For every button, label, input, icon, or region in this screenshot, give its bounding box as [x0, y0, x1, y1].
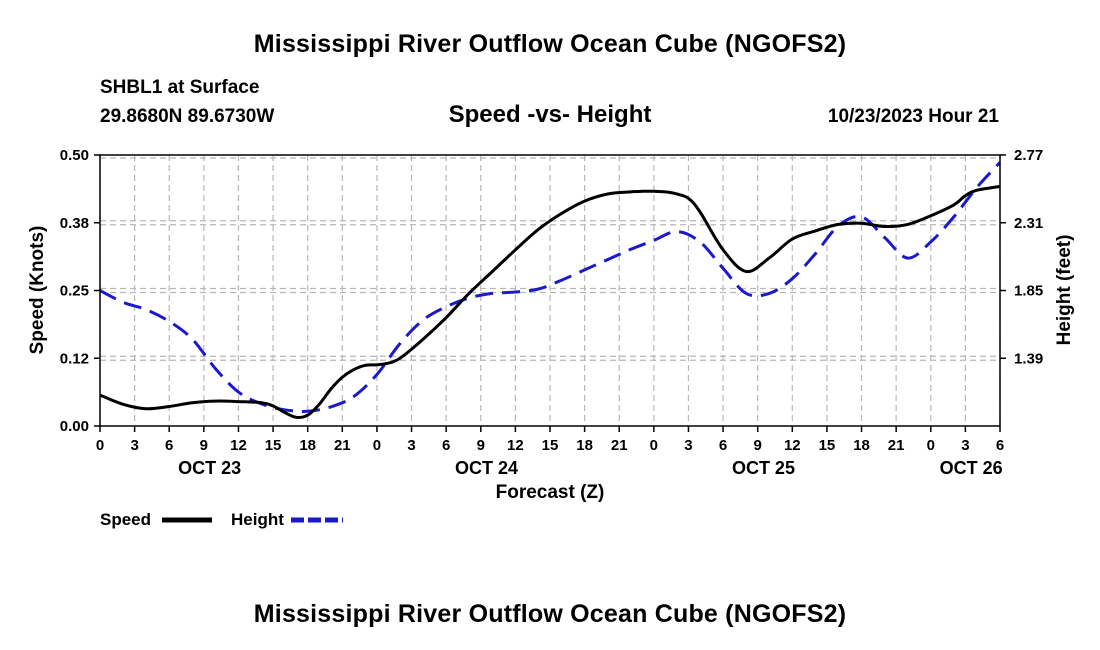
left-y-tick-label: 0.38	[60, 215, 89, 232]
x-tick-label: 3	[684, 437, 692, 454]
date-label: OCT 23	[178, 458, 241, 478]
chart-subtitle: Speed -vs- Height	[448, 101, 652, 128]
x-tick-label: 12	[507, 437, 524, 454]
date-label: OCT 25	[732, 458, 795, 478]
x-tick-label: 9	[200, 437, 208, 454]
x-tick-label: 21	[334, 437, 351, 454]
x-tick-label: 21	[611, 437, 628, 454]
x-tick-label: 3	[407, 437, 415, 454]
left-y-tick-label: 0.12	[60, 350, 89, 367]
gridlines	[99, 155, 1001, 426]
x-tick-label: 21	[888, 437, 905, 454]
x-tick-label: 6	[996, 437, 1004, 454]
x-tick-label: 15	[819, 437, 836, 454]
right-y-tick-label: 1.85	[1014, 283, 1043, 300]
footer-title: Mississippi River Outflow Ocean Cube (NG…	[253, 600, 847, 628]
x-tick-label: 6	[719, 437, 727, 454]
x-axis-title: Forecast (Z)	[495, 482, 605, 503]
left-y-tick-label: 0.25	[60, 283, 89, 300]
right-y-tick-label: 2.77	[1014, 147, 1043, 164]
x-tick-label: 3	[961, 437, 969, 454]
x-tick-label: 9	[754, 437, 762, 454]
forecast-timestamp: 10/23/2023 Hour 21	[827, 106, 999, 127]
chart-main-title: Mississippi River Outflow Ocean Cube (NG…	[253, 30, 847, 58]
x-tick-label: 12	[230, 437, 247, 454]
date-label: OCT 26	[940, 458, 1003, 478]
legend-height-label: Height	[231, 510, 284, 529]
x-tick-label: 18	[576, 437, 593, 454]
left-y-tick-label: 0.00	[60, 418, 89, 435]
x-tick-label: 0	[96, 437, 104, 454]
x-tick-label: 3	[130, 437, 138, 454]
x-tick-label: 15	[542, 437, 559, 454]
axis-labels: 0 3 6 9 12 15 18 21 0 3 6 9 12 15 18 21 0 3 6 9 12 15 18 21 0 3 6O…	[60, 147, 1043, 478]
station-coordinates: 29.8680N 89.6730W	[100, 106, 275, 127]
x-tick-label: 6	[165, 437, 173, 454]
legend-speed-label: Speed	[100, 510, 152, 529]
x-tick-label: 0	[650, 437, 658, 454]
x-tick-label: 9	[477, 437, 485, 454]
speed-series-line	[99, 184, 1001, 419]
height-series-line	[99, 161, 1002, 413]
x-tick-label: 15	[265, 437, 282, 454]
series-lines	[99, 161, 1002, 419]
date-label: OCT 24	[455, 458, 518, 478]
x-tick-label: 18	[299, 437, 316, 454]
right-y-tick-label: 1.39	[1014, 350, 1043, 367]
station-label: SHBL1 at Surface	[100, 77, 260, 98]
x-tick-label: 6	[442, 437, 450, 454]
left-y-tick-label: 0.50	[60, 147, 89, 164]
x-tick-label: 18	[853, 437, 870, 454]
x-tick-label: 0	[373, 437, 381, 454]
right-y-tick-label: 2.31	[1014, 215, 1043, 232]
x-tick-label: 12	[784, 437, 801, 454]
x-tick-label: 0	[927, 437, 935, 454]
axis-ticks	[94, 154, 1006, 432]
